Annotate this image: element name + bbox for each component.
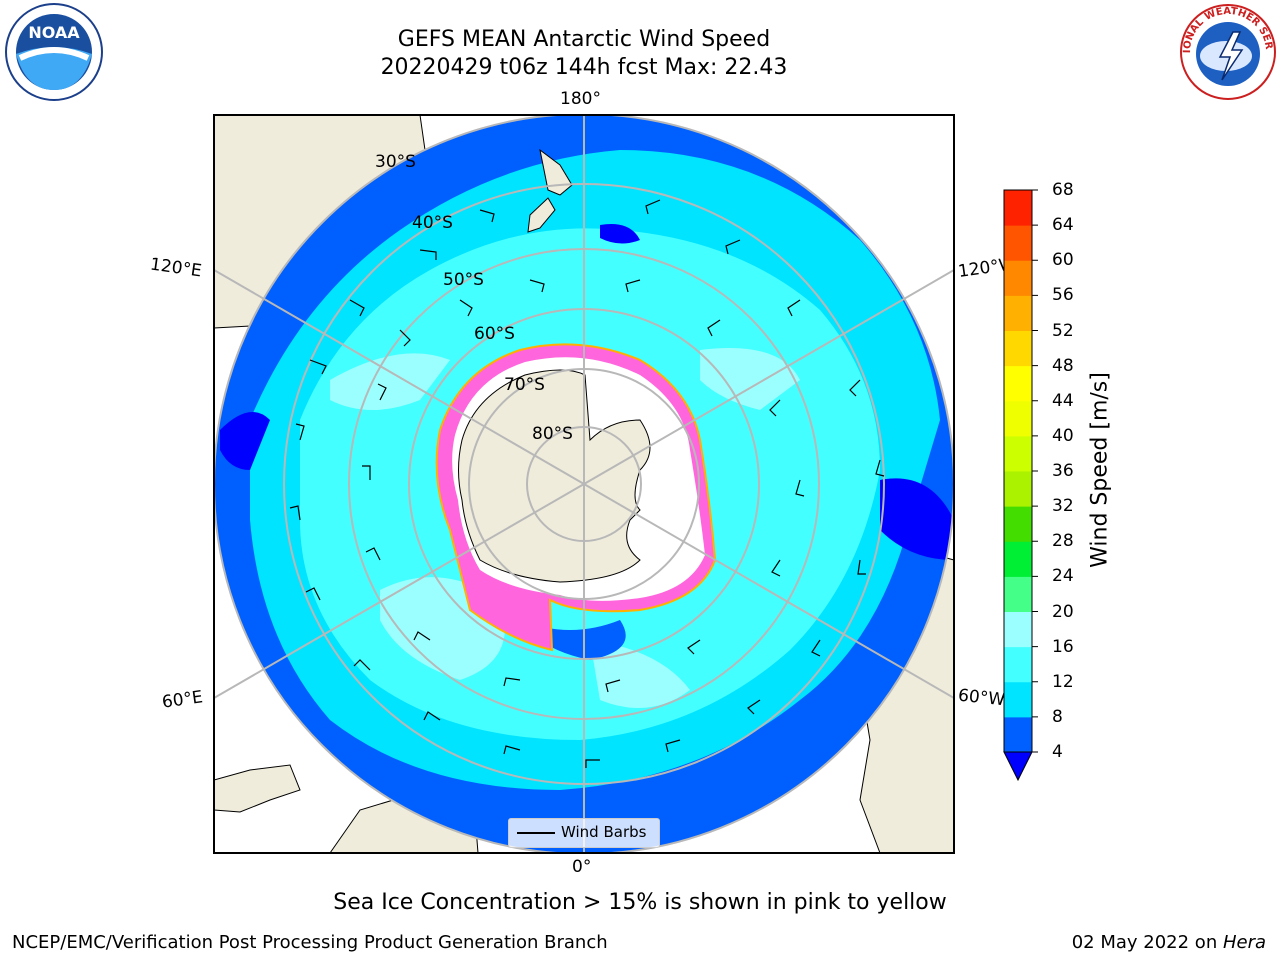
lat-label-70s: 70°S bbox=[504, 375, 545, 395]
colorbar-tick-label: 68 bbox=[1052, 180, 1074, 200]
colorbar-tick-label: 36 bbox=[1052, 461, 1074, 481]
colorbar-segment bbox=[1004, 611, 1032, 648]
colorbar-segment bbox=[1004, 681, 1032, 718]
colorbar-tick-label: 4 bbox=[1052, 742, 1063, 762]
nws-logo: NATIONAL WEATHER SERVICE bbox=[1178, 2, 1276, 100]
lon-label-180: 180° bbox=[560, 89, 601, 109]
colorbar-tick-label: 32 bbox=[1052, 496, 1074, 517]
colorbar-tick-label: 64 bbox=[1052, 215, 1074, 236]
lon-label-0: 0° bbox=[572, 857, 592, 877]
lat-label-80s: 80°S bbox=[532, 424, 573, 444]
lat-label-40s: 40°S bbox=[412, 213, 453, 233]
svg-text:NOAA: NOAA bbox=[28, 23, 80, 42]
colorbar-tick-label: 16 bbox=[1052, 636, 1074, 657]
colorbar-segment bbox=[1004, 225, 1032, 261]
colorbar-segment bbox=[1004, 716, 1032, 753]
legend-label: Wind Barbs bbox=[561, 823, 647, 841]
colorbar-tick-label: 60 bbox=[1052, 250, 1074, 271]
chart-title: GEFS MEAN Antarctic Wind Speed bbox=[397, 27, 771, 52]
footer-host: Hera bbox=[1222, 932, 1266, 953]
map-legend: Wind Barbs bbox=[508, 818, 660, 848]
colorbar-segment bbox=[1004, 330, 1032, 367]
chart-subtitle: 20220429 t06z 144h fcst Max: 22.43 bbox=[380, 55, 788, 80]
lat-label-60s: 60°S bbox=[474, 324, 515, 344]
colorbar-tick-label: 52 bbox=[1052, 320, 1074, 341]
colorbar-segment bbox=[1004, 400, 1032, 437]
colorbar-segment bbox=[1004, 506, 1032, 542]
colorbar-segment bbox=[1004, 260, 1032, 296]
colorbar-segment bbox=[1004, 295, 1032, 331]
sea-ice-caption: Sea Ice Concentration > 15% is shown in … bbox=[333, 890, 947, 915]
colorbar-tick-label: 56 bbox=[1052, 285, 1074, 306]
colorbar-tick-label: 48 bbox=[1052, 355, 1074, 376]
wind-barb-legend-line bbox=[517, 832, 555, 834]
colorbar-segment bbox=[1004, 435, 1032, 472]
colorbar-segment bbox=[1004, 576, 1032, 612]
colorbar-tick-label: 40 bbox=[1052, 425, 1074, 446]
colorbar-tick-label: 20 bbox=[1052, 601, 1074, 622]
colorbar-tick-label: 8 bbox=[1052, 706, 1063, 727]
footer-date: 02 May 2022 on Hera bbox=[1072, 932, 1266, 953]
new-zealand-land bbox=[527, 148, 573, 233]
colorbar-segment bbox=[1004, 471, 1032, 507]
colorbar-tick-label: 24 bbox=[1052, 566, 1074, 587]
colorbar-segment bbox=[1004, 541, 1032, 577]
colorbar-segment bbox=[1004, 646, 1032, 683]
lat-label-50s: 50°S bbox=[443, 270, 484, 290]
colorbar-tick-label: 12 bbox=[1052, 671, 1074, 692]
colorbar-segment bbox=[1004, 365, 1032, 402]
colorbar-tick-label: 28 bbox=[1052, 531, 1074, 552]
colorbar-segment bbox=[1004, 190, 1032, 226]
lat-label-30s: 30°S bbox=[375, 152, 416, 172]
footer-credit: NCEP/EMC/Verification Post Processing Pr… bbox=[12, 932, 608, 953]
colorbar-label: Wind Speed [m/s] bbox=[1087, 372, 1113, 568]
colorbar-tick-label: 44 bbox=[1052, 390, 1074, 411]
noaa-logo: NOAA bbox=[5, 3, 103, 101]
colorbar bbox=[1003, 189, 1038, 782]
footer-date-text: 02 May 2022 on bbox=[1071, 932, 1223, 953]
colorbar-under-arrow bbox=[1003, 751, 1033, 782]
